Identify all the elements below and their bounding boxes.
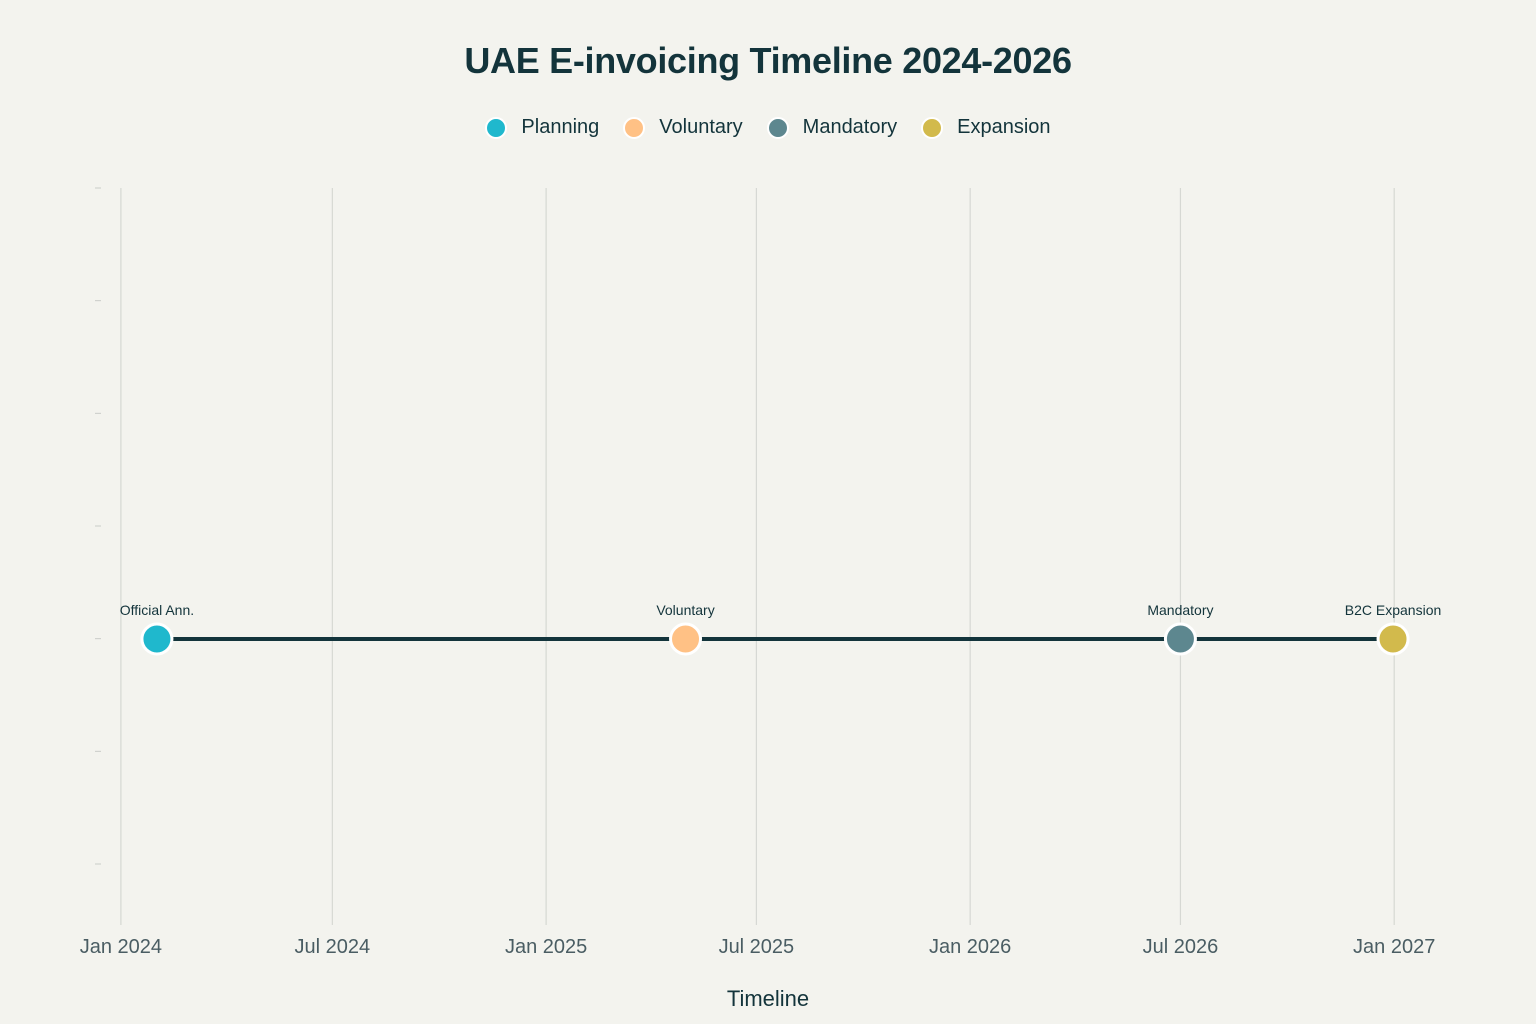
timeline-marker-label: Mandatory: [1147, 602, 1213, 618]
timeline-marker: [1376, 622, 1410, 656]
legend-swatch-planning: [485, 116, 508, 139]
legend-swatch-expansion: [921, 116, 944, 139]
legend-item-expansion[interactable]: Expansion: [921, 116, 1051, 139]
legend-item-voluntary[interactable]: Voluntary: [623, 116, 743, 139]
timeline-points: [140, 622, 1410, 656]
timeline-marker: [140, 622, 174, 656]
timeline-marker-label: Voluntary: [656, 602, 714, 618]
legend-label-mandatory: Mandatory: [802, 116, 898, 138]
y-axis-ticks: [95, 187, 101, 865]
x-tick-label: Jul 2025: [719, 936, 795, 958]
x-tick-label: Jan 2026: [929, 936, 1011, 958]
timeline-marker-label: B2C Expansion: [1345, 602, 1442, 618]
legend-item-mandatory[interactable]: Mandatory: [766, 116, 898, 139]
x-tick-label: Jan 2027: [1353, 936, 1435, 958]
x-tick-label: Jul 2026: [1143, 936, 1219, 958]
legend-swatch-mandatory: [766, 116, 789, 139]
timeline-point-labels: Official Ann. Voluntary Mandatory B2C Expan…: [120, 602, 1442, 618]
timeline-marker-label: Official Ann.: [120, 602, 194, 618]
legend: Planning Voluntary Mandatory Expansion: [0, 116, 1536, 139]
legend-swatch-voluntary: [623, 116, 646, 139]
chart-title: UAE E-invoicing Timeline 2024-2026: [464, 40, 1072, 81]
x-axis-tick-labels: Jan 2024 Jul 2024 Jan 2025 Jul 2025 Jan 2026…: [80, 936, 1436, 958]
x-axis-title: Timeline: [727, 986, 809, 1011]
grid-lines: [120, 188, 1395, 925]
x-tick-label: Jul 2024: [295, 936, 371, 958]
timeline-marker: [669, 622, 703, 656]
x-tick-label: Jan 2025: [505, 936, 587, 958]
legend-item-planning[interactable]: Planning: [485, 116, 599, 139]
legend-label-planning: Planning: [521, 116, 600, 138]
legend-label-voluntary: Voluntary: [659, 116, 743, 138]
timeline-marker: [1163, 622, 1197, 656]
legend-label-expansion: Expansion: [957, 116, 1051, 138]
x-tick-label: Jan 2024: [80, 936, 162, 958]
